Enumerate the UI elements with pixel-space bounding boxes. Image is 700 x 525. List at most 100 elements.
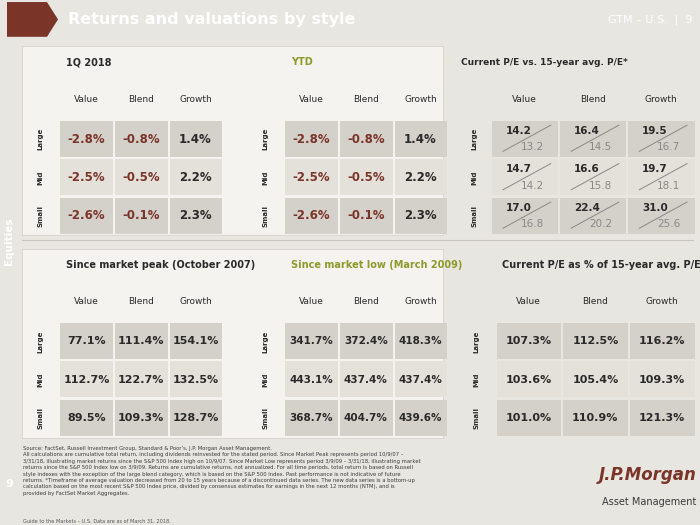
Text: 19.7: 19.7 [642,164,668,174]
FancyBboxPatch shape [115,197,167,234]
Text: Value: Value [299,95,324,104]
Text: Mid: Mid [262,373,268,387]
FancyBboxPatch shape [169,400,222,436]
FancyBboxPatch shape [169,197,222,234]
Text: 1.4%: 1.4% [179,132,212,145]
Text: Value: Value [74,298,99,307]
Text: Since market low (March 2009): Since market low (March 2009) [291,259,462,269]
Text: Value: Value [74,95,99,104]
Text: -2.6%: -2.6% [293,209,330,223]
Text: 112.5%: 112.5% [572,337,619,347]
FancyBboxPatch shape [497,323,561,359]
Text: 107.3%: 107.3% [505,337,552,347]
Text: -2.8%: -2.8% [68,132,105,145]
FancyBboxPatch shape [395,400,447,436]
Text: YTD: YTD [291,57,313,67]
Text: -2.8%: -2.8% [293,132,330,145]
Text: 154.1%: 154.1% [172,337,218,347]
FancyBboxPatch shape [60,159,113,195]
Text: Current P/E vs. 15-year avg. P/E*: Current P/E vs. 15-year avg. P/E* [461,58,628,67]
FancyBboxPatch shape [340,159,393,195]
Text: 101.0%: 101.0% [505,413,552,423]
Text: 105.4%: 105.4% [572,375,619,385]
Text: Large: Large [471,128,477,150]
Text: 16.7: 16.7 [657,142,680,152]
Text: Mid: Mid [471,170,477,185]
Text: Large: Large [262,330,268,353]
Text: Blend: Blend [353,298,379,307]
Text: 22.4: 22.4 [574,203,600,213]
Text: 19.5: 19.5 [642,126,668,136]
Text: 439.6%: 439.6% [399,413,442,423]
FancyBboxPatch shape [560,159,626,195]
FancyBboxPatch shape [395,197,447,234]
FancyBboxPatch shape [60,197,113,234]
FancyBboxPatch shape [560,197,626,234]
Text: 14.2: 14.2 [505,126,531,136]
FancyBboxPatch shape [60,400,113,436]
Text: Large: Large [474,330,480,353]
FancyBboxPatch shape [169,159,222,195]
Text: Small: Small [37,205,43,227]
Text: Growth: Growth [179,95,212,104]
Text: 404.7%: 404.7% [344,413,388,423]
FancyBboxPatch shape [22,46,443,235]
FancyBboxPatch shape [286,361,338,397]
FancyBboxPatch shape [286,323,338,359]
Text: 20.2: 20.2 [589,219,612,229]
Text: 14.5: 14.5 [589,142,612,152]
Text: Small: Small [37,407,43,429]
FancyBboxPatch shape [115,323,167,359]
Text: -0.1%: -0.1% [122,209,160,223]
Text: 16.8: 16.8 [521,219,544,229]
Text: Value: Value [299,298,324,307]
Text: Guide to the Markets – U.S. Data are as of March 31, 2018.: Guide to the Markets – U.S. Data are as … [23,519,172,524]
Text: 109.3%: 109.3% [639,375,685,385]
Text: 112.7%: 112.7% [63,375,110,385]
Text: 372.4%: 372.4% [344,337,388,347]
Text: Small: Small [262,205,268,227]
Text: -2.5%: -2.5% [293,171,330,184]
FancyBboxPatch shape [115,121,167,156]
Text: 2.2%: 2.2% [404,171,437,184]
Text: Blend: Blend [128,298,154,307]
FancyBboxPatch shape [630,361,694,397]
Text: -0.8%: -0.8% [347,132,385,145]
FancyBboxPatch shape [564,400,628,436]
Text: Blend: Blend [128,95,154,104]
Text: 116.2%: 116.2% [638,337,685,347]
Text: -2.6%: -2.6% [68,209,105,223]
Text: 31.0: 31.0 [642,203,668,213]
Text: 128.7%: 128.7% [172,413,218,423]
FancyBboxPatch shape [60,121,113,156]
FancyBboxPatch shape [497,361,561,397]
Text: 111.4%: 111.4% [118,337,164,347]
Text: 14.7: 14.7 [505,164,532,174]
FancyBboxPatch shape [115,159,167,195]
FancyBboxPatch shape [340,361,393,397]
Text: 110.9%: 110.9% [572,413,619,423]
FancyBboxPatch shape [169,361,222,397]
Text: Large: Large [37,128,43,150]
Text: 9: 9 [5,479,13,489]
Text: Since market peak (October 2007): Since market peak (October 2007) [66,259,256,269]
FancyBboxPatch shape [286,197,338,234]
Text: 13.2: 13.2 [521,142,544,152]
Text: 14.2: 14.2 [521,181,544,191]
Text: GTM – U.S.  |  9: GTM – U.S. | 9 [608,14,693,25]
Text: 89.5%: 89.5% [67,413,106,423]
Text: 437.4%: 437.4% [398,375,442,385]
FancyBboxPatch shape [629,197,694,234]
FancyBboxPatch shape [169,323,222,359]
Text: -2.5%: -2.5% [68,171,105,184]
FancyBboxPatch shape [560,121,626,156]
FancyBboxPatch shape [395,361,447,397]
Text: 103.6%: 103.6% [505,375,552,385]
Text: 25.6: 25.6 [657,219,680,229]
Polygon shape [7,2,58,37]
FancyBboxPatch shape [22,248,443,437]
Text: Mid: Mid [474,373,480,387]
Text: -0.5%: -0.5% [122,171,160,184]
FancyBboxPatch shape [492,159,558,195]
Text: 109.3%: 109.3% [118,413,164,423]
